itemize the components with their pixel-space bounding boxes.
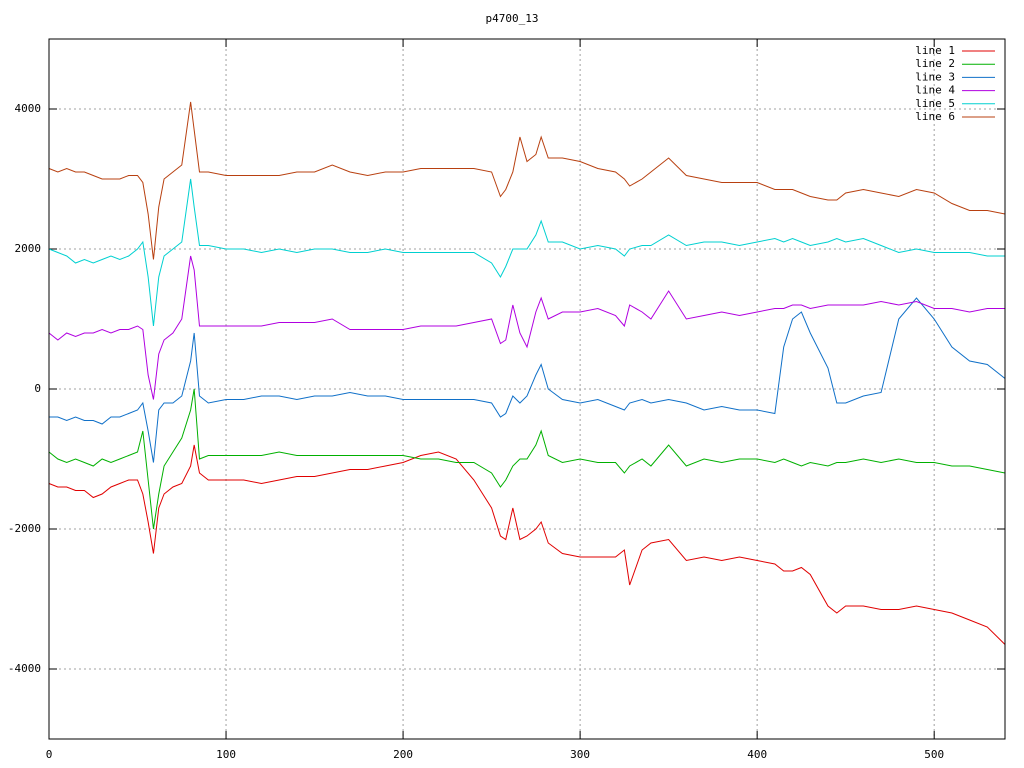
legend-label: line 6 <box>915 110 955 123</box>
x-tick-label: 300 <box>570 748 590 761</box>
x-tick-label: 500 <box>924 748 944 761</box>
series-line <box>48 101 1006 260</box>
y-tick-label: -4000 <box>8 662 41 675</box>
x-tick-label: 400 <box>747 748 767 761</box>
series-line <box>48 444 1006 645</box>
x-tick-label: 200 <box>393 748 413 761</box>
y-tick-label: 4000 <box>15 102 42 115</box>
x-tick-label: 100 <box>216 748 236 761</box>
series-line <box>49 297 1006 463</box>
y-tick-label: -2000 <box>8 522 41 535</box>
series-line <box>48 388 1006 530</box>
legend-label: line 2 <box>915 57 955 70</box>
series-line <box>48 178 1005 327</box>
y-tick-label: 2000 <box>15 242 42 255</box>
series-line <box>48 255 1005 400</box>
plot-border <box>48 38 1006 740</box>
legend-label: line 3 <box>915 70 955 83</box>
legend-label: line 5 <box>915 97 955 110</box>
x-tick-label: 0 <box>46 748 53 761</box>
legend-label: line 1 <box>915 44 955 57</box>
y-tick-label: 0 <box>34 382 41 395</box>
chart-title: p4700_13 <box>486 12 539 25</box>
legend-label: line 4 <box>915 84 955 97</box>
